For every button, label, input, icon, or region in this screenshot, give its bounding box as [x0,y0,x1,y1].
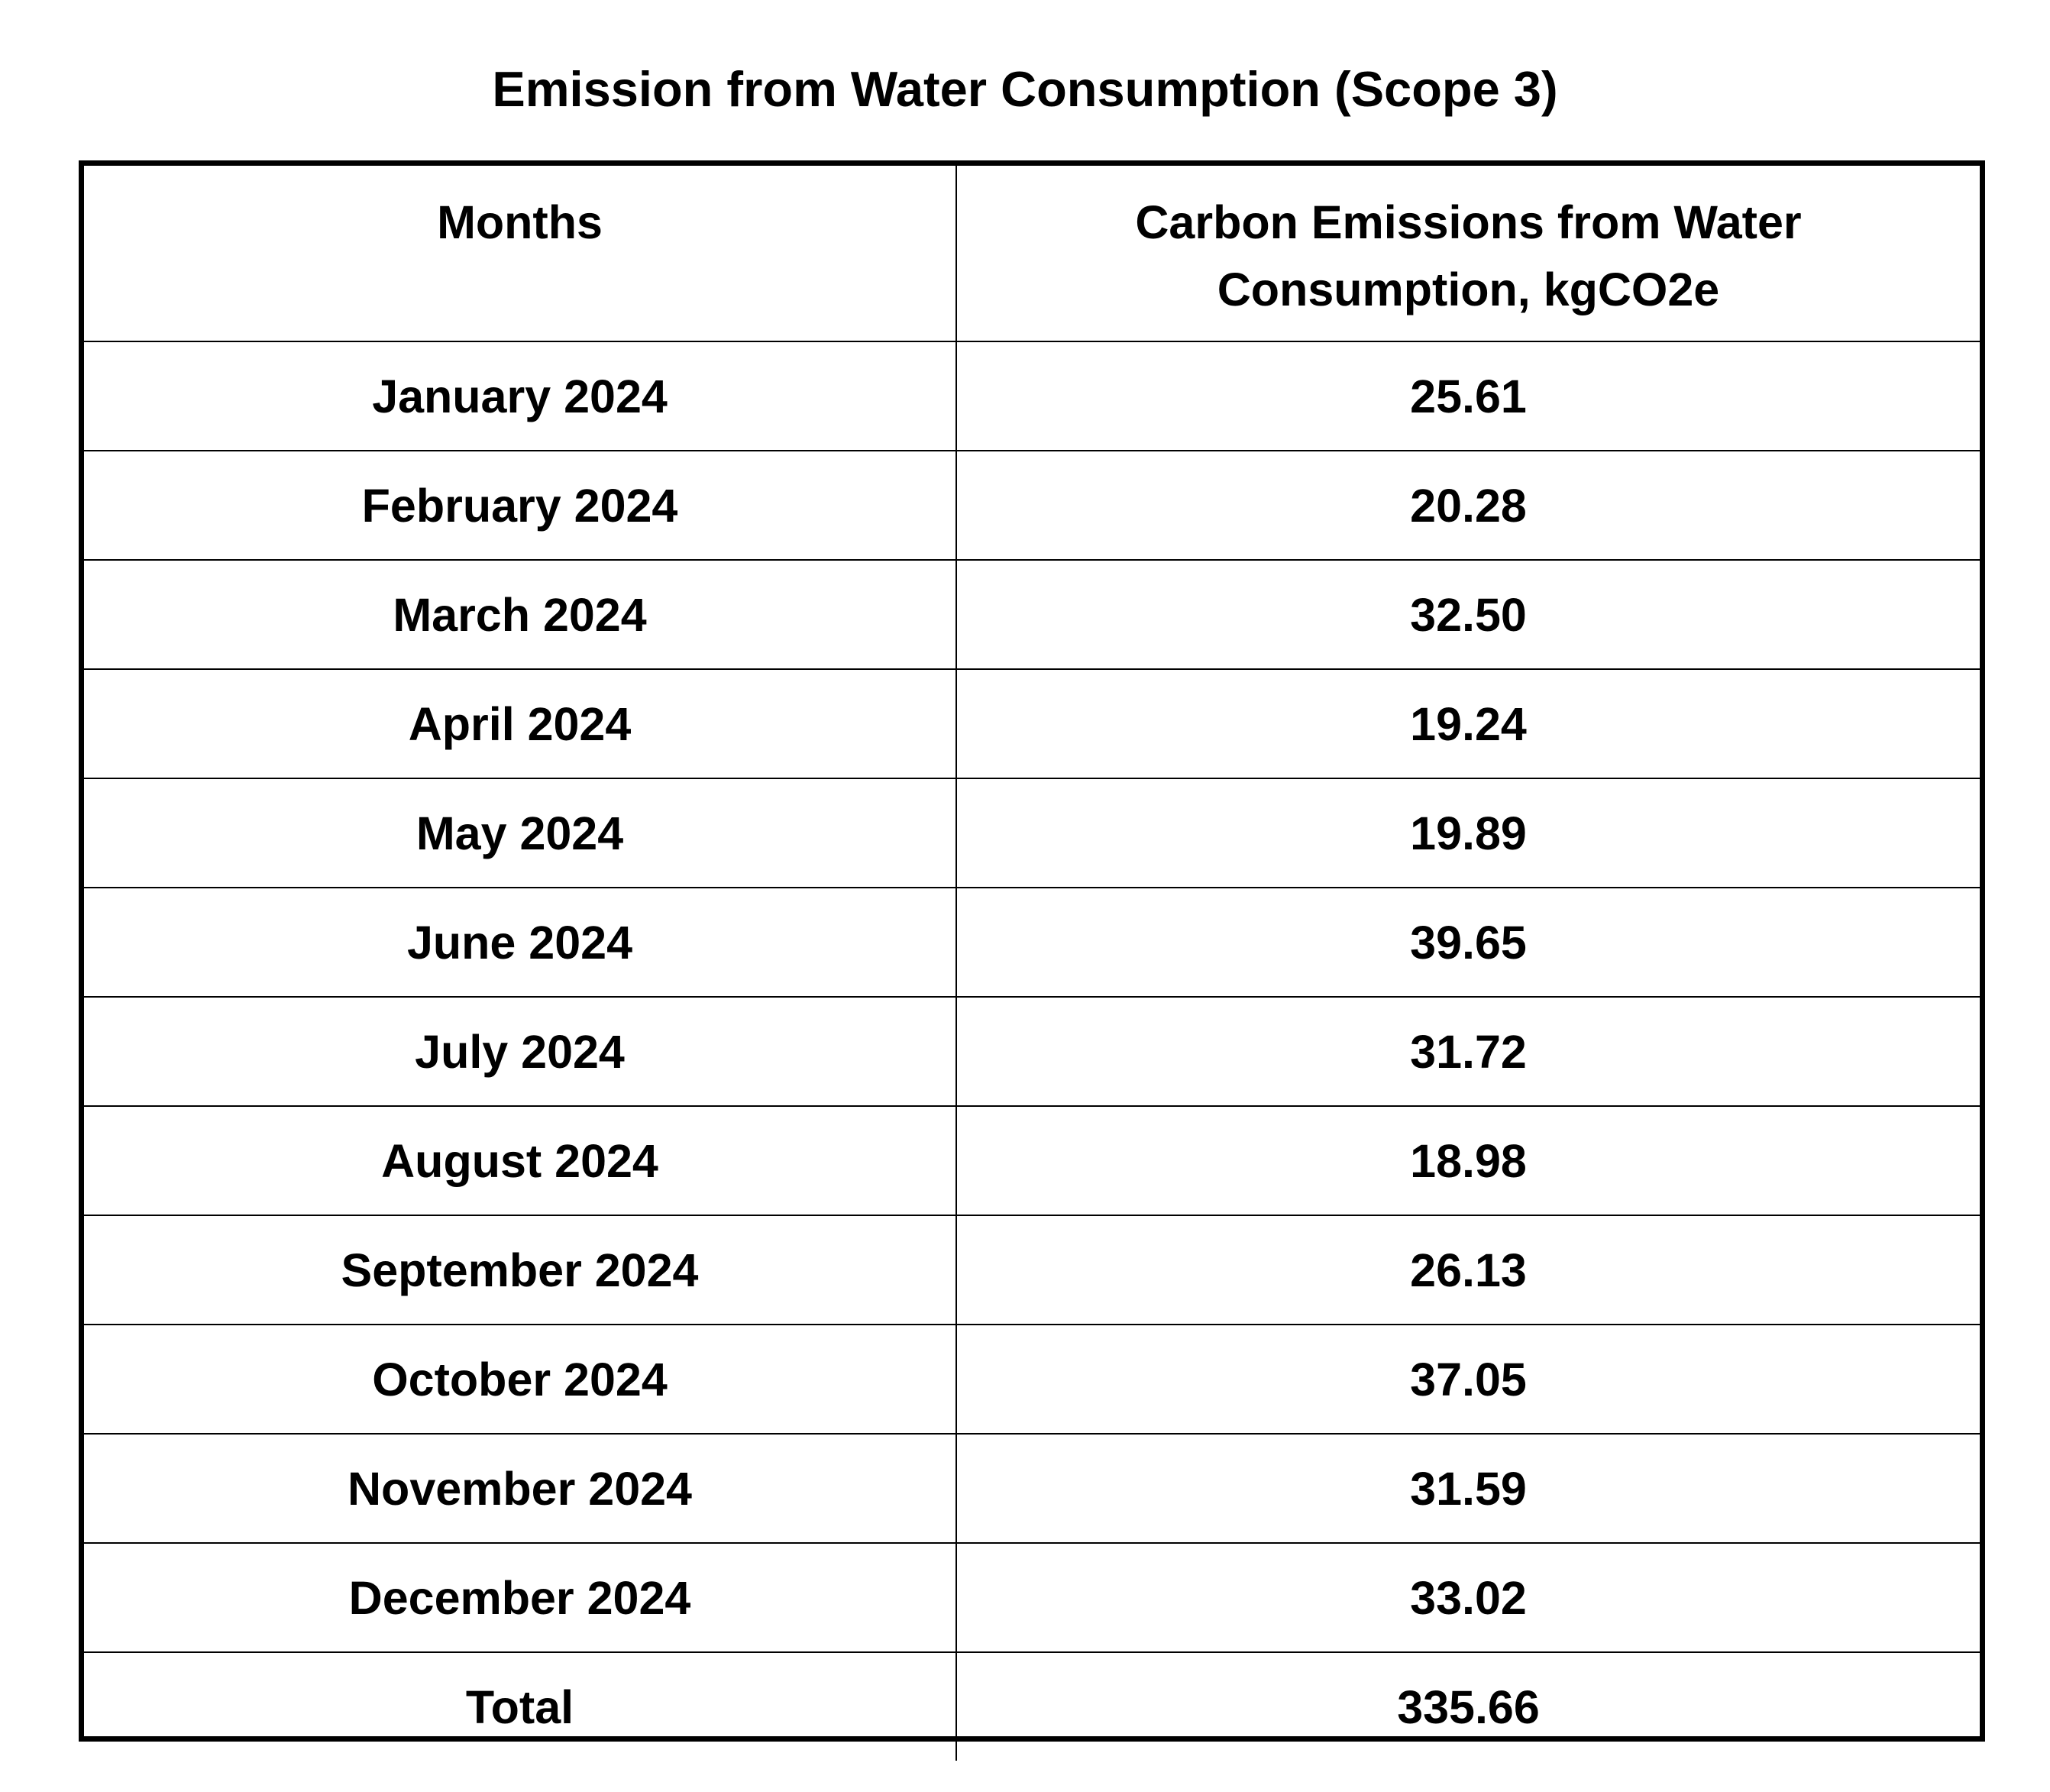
header-months: Months [84,166,957,342]
emissions-table-container: Months Carbon Emissions from Water Consu… [79,160,1985,1761]
table-row: July 2024 31.72 [84,996,1980,1107]
month-cell: August 2024 [84,1105,957,1216]
header-emissions-line-2: Consumption, kgCO2e [1217,264,1720,315]
table-header-row: Months Carbon Emissions from Water Consu… [84,166,1980,342]
value-cell: 18.98 [955,1105,1980,1216]
table-row: August 2024 18.98 [84,1105,1980,1216]
total-row: Total 335.66 [84,1651,1980,1761]
value-cell: 31.59 [955,1433,1980,1544]
value-cell: 33.02 [955,1542,1980,1653]
month-cell: September 2024 [84,1215,957,1325]
month-cell: October 2024 [84,1324,957,1435]
month-cell: May 2024 [84,778,957,888]
month-cell: February 2024 [84,450,957,561]
month-cell: June 2024 [84,887,957,998]
page-title: Emission from Water Consumption (Scope 3… [492,61,1558,117]
table-row: January 2024 25.61 [84,341,1980,451]
value-cell: 19.89 [955,778,1980,888]
value-cell: 31.72 [955,996,1980,1107]
table-row: November 2024 31.59 [84,1433,1980,1544]
month-cell: March 2024 [84,559,957,670]
value-cell: 32.50 [955,559,1980,670]
month-cell: November 2024 [84,1433,957,1544]
table-row: February 2024 20.28 [84,450,1980,561]
table-row: September 2024 26.13 [84,1215,1980,1325]
month-cell: July 2024 [84,996,957,1107]
total-value: 335.66 [955,1651,1980,1761]
header-emissions: Carbon Emissions from Water Consumption,… [955,166,1980,342]
total-label: Total [84,1651,957,1761]
month-cell: April 2024 [84,668,957,779]
month-cell: January 2024 [84,341,957,451]
header-emissions-line-1: Carbon Emissions from Water [1135,196,1802,248]
month-cell: December 2024 [84,1542,957,1653]
value-cell: 37.05 [955,1324,1980,1435]
table-row: June 2024 39.65 [84,887,1980,998]
table-row: March 2024 32.50 [84,559,1980,670]
header-months-label: Months [437,196,603,248]
value-cell: 19.24 [955,668,1980,779]
value-cell: 26.13 [955,1215,1980,1325]
table-row: October 2024 37.05 [84,1324,1980,1435]
value-cell: 20.28 [955,450,1980,561]
table-row: May 2024 19.89 [84,778,1980,888]
table-row: December 2024 33.02 [84,1542,1980,1653]
value-cell: 25.61 [955,341,1980,451]
emissions-table: Months Carbon Emissions from Water Consu… [84,166,1980,1761]
value-cell: 39.65 [955,887,1980,998]
table-row: April 2024 19.24 [84,668,1980,779]
